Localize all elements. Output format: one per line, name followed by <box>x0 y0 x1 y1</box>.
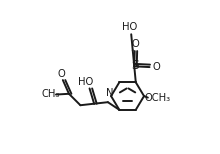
Text: O: O <box>57 69 65 79</box>
Text: N: N <box>106 88 113 98</box>
Text: O: O <box>132 39 139 49</box>
Text: HO: HO <box>122 22 137 32</box>
Text: O: O <box>152 62 160 72</box>
Text: CH₃: CH₃ <box>41 89 60 99</box>
Text: S: S <box>131 59 139 72</box>
Text: OCH₃: OCH₃ <box>145 93 171 103</box>
Text: HO: HO <box>78 77 93 87</box>
